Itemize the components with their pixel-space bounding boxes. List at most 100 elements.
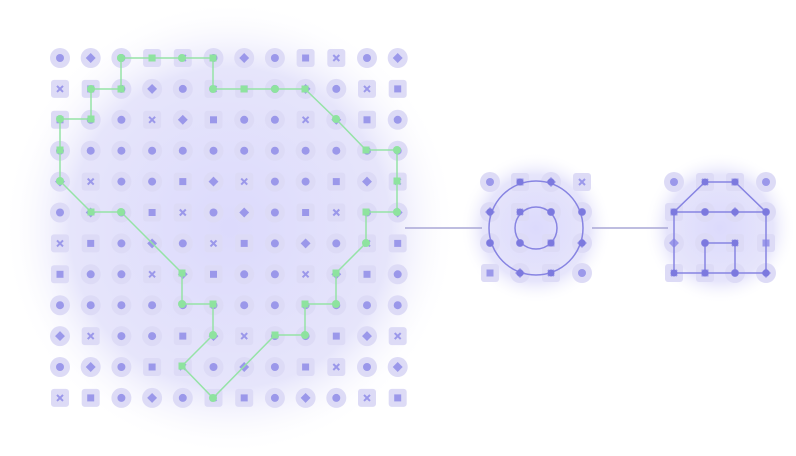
- dot: [86, 146, 95, 155]
- diamond: [300, 238, 311, 249]
- square: [56, 270, 64, 278]
- dot: [332, 115, 340, 123]
- dot: [178, 300, 186, 308]
- dot: [762, 178, 770, 186]
- diamond: [208, 176, 219, 187]
- dot: [332, 146, 341, 155]
- vertex: [701, 208, 709, 216]
- dot: [301, 331, 309, 339]
- cross: [301, 116, 310, 124]
- vertex: [731, 178, 739, 186]
- diamond: [147, 83, 158, 94]
- dot: [270, 301, 279, 310]
- vertex: [547, 178, 555, 186]
- square: [210, 116, 217, 124]
- dot: [393, 146, 401, 154]
- square: [87, 394, 95, 402]
- dot: [56, 115, 64, 123]
- square: [179, 178, 187, 186]
- dot: [56, 301, 64, 310]
- dot: [670, 178, 678, 186]
- vertex: [516, 208, 524, 216]
- square: [302, 209, 310, 216]
- dot: [86, 270, 95, 279]
- dot: [117, 393, 126, 402]
- square: [332, 178, 340, 186]
- dot: [240, 115, 249, 124]
- vertex: [670, 208, 678, 216]
- vertex: [701, 178, 709, 186]
- dot: [178, 84, 187, 93]
- dot: [117, 270, 126, 279]
- dot: [148, 146, 157, 155]
- diamond: [392, 362, 403, 372]
- dot: [362, 239, 370, 247]
- cross: [240, 177, 248, 186]
- cross: [363, 394, 371, 402]
- vertex: [762, 269, 770, 277]
- cross: [179, 208, 187, 217]
- dot: [56, 363, 64, 371]
- cross: [56, 85, 64, 93]
- dot: [209, 331, 217, 339]
- dot: [393, 301, 402, 310]
- dot: [209, 363, 218, 371]
- vertex: [670, 269, 678, 277]
- square: [87, 115, 95, 123]
- dot: [578, 269, 586, 277]
- dot: [117, 146, 126, 155]
- dot: [178, 239, 187, 248]
- cell-grid: [50, 48, 776, 408]
- dot: [117, 301, 126, 310]
- dot: [178, 393, 187, 402]
- square: [271, 331, 279, 339]
- cross: [209, 239, 218, 248]
- square: [302, 363, 310, 371]
- dot: [148, 332, 157, 341]
- vertex: [701, 239, 709, 247]
- diamond: [147, 392, 158, 403]
- dot: [363, 54, 371, 62]
- dot: [209, 394, 217, 402]
- dot: [117, 363, 126, 371]
- dot: [363, 301, 371, 310]
- diamond: [300, 392, 311, 403]
- dot: [209, 146, 218, 155]
- cross: [56, 394, 64, 402]
- dot: [270, 115, 279, 124]
- vertex: [578, 239, 586, 247]
- cross: [148, 116, 156, 124]
- dot: [56, 54, 64, 62]
- square: [56, 146, 64, 154]
- dot: [486, 178, 494, 186]
- square: [210, 270, 217, 278]
- dot: [270, 393, 279, 402]
- dot: [117, 239, 126, 248]
- dot: [209, 85, 217, 93]
- square: [87, 239, 95, 247]
- cross: [86, 332, 95, 340]
- dot: [148, 301, 157, 310]
- dot: [270, 208, 279, 217]
- vertex: [731, 208, 739, 216]
- dot: [270, 239, 279, 248]
- dot: [56, 208, 64, 217]
- dot: [332, 300, 340, 308]
- dot: [178, 146, 187, 155]
- square: [240, 85, 248, 93]
- vertex: [578, 208, 586, 216]
- vertex: [762, 208, 770, 216]
- dot: [117, 54, 125, 62]
- cross: [332, 363, 341, 371]
- cross: [363, 85, 371, 93]
- cross: [148, 270, 156, 279]
- vertex: [516, 269, 524, 277]
- dot: [270, 363, 279, 371]
- dot: [270, 146, 279, 155]
- dot: [270, 177, 279, 186]
- square: [362, 146, 370, 154]
- diamond: [239, 53, 250, 63]
- dot: [86, 301, 95, 310]
- square: [301, 85, 309, 93]
